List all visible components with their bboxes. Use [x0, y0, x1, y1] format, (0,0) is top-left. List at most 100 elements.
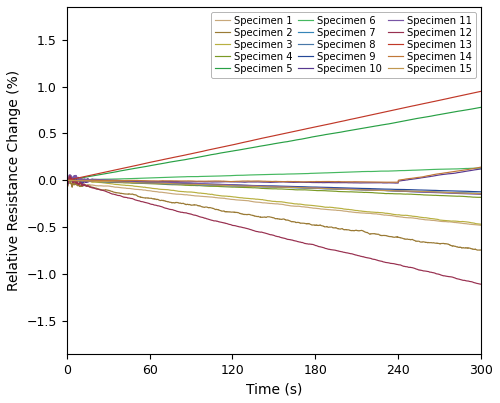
- Specimen 15: [426, 189, 432, 194]
- Specimen 8: [136, 180, 141, 185]
- Specimen 6: [478, 166, 484, 170]
- Specimen 1: [64, 178, 70, 183]
- Line: Specimen 5: Specimen 5: [66, 107, 481, 181]
- Specimen 13: [111, 168, 117, 172]
- Specimen 8: [64, 178, 70, 183]
- Specimen 12: [67, 173, 73, 178]
- Y-axis label: Relative Resistance Change (%): Relative Resistance Change (%): [7, 70, 21, 291]
- X-axis label: Time (s): Time (s): [246, 382, 302, 396]
- Specimen 8: [478, 191, 484, 196]
- Specimen 11: [67, 172, 73, 177]
- Specimen 5: [426, 114, 432, 119]
- Specimen 4: [222, 185, 228, 189]
- Specimen 12: [136, 198, 141, 203]
- Specimen 8: [111, 180, 117, 185]
- Specimen 10: [240, 180, 246, 185]
- Specimen 3: [478, 222, 484, 226]
- Specimen 7: [470, 191, 476, 196]
- Line: Specimen 11: Specimen 11: [66, 175, 481, 194]
- Line: Specimen 4: Specimen 4: [66, 181, 481, 197]
- Specimen 15: [136, 181, 141, 185]
- Specimen 7: [136, 180, 141, 185]
- Specimen 1: [136, 187, 141, 192]
- Specimen 12: [470, 280, 476, 285]
- Specimen 6: [136, 176, 141, 181]
- Specimen 14: [136, 178, 141, 183]
- Specimen 15: [470, 191, 476, 196]
- Line: Specimen 13: Specimen 13: [66, 91, 481, 181]
- Specimen 8: [426, 190, 432, 195]
- Line: Specimen 1: Specimen 1: [66, 178, 481, 225]
- Specimen 5: [136, 165, 141, 170]
- Specimen 9: [426, 188, 432, 193]
- Specimen 9: [64, 178, 70, 183]
- Specimen 2: [136, 194, 141, 199]
- Specimen 7: [222, 183, 228, 188]
- Specimen 10: [478, 166, 484, 171]
- Specimen 14: [111, 178, 117, 183]
- Specimen 11: [223, 182, 229, 187]
- Specimen 12: [111, 192, 117, 197]
- Specimen 3: [69, 175, 75, 180]
- Specimen 6: [240, 173, 246, 178]
- Specimen 5: [222, 150, 228, 155]
- Specimen 14: [392, 180, 398, 185]
- Specimen 15: [223, 183, 229, 188]
- Specimen 4: [470, 195, 476, 199]
- Specimen 2: [240, 212, 246, 217]
- Specimen 3: [223, 194, 229, 199]
- Line: Specimen 9: Specimen 9: [66, 181, 481, 192]
- Specimen 14: [426, 173, 432, 178]
- Specimen 14: [64, 178, 70, 183]
- Specimen 13: [136, 162, 141, 167]
- Specimen 11: [470, 191, 476, 196]
- Line: Specimen 7: Specimen 7: [66, 181, 481, 193]
- Specimen 6: [478, 166, 484, 170]
- Specimen 4: [136, 181, 141, 186]
- Specimen 5: [240, 147, 246, 152]
- Specimen 7: [426, 189, 432, 194]
- Line: Specimen 14: Specimen 14: [66, 167, 481, 182]
- Specimen 2: [478, 247, 484, 252]
- Specimen 1: [240, 198, 246, 203]
- Specimen 15: [111, 179, 117, 184]
- Specimen 14: [222, 179, 228, 184]
- Specimen 2: [426, 240, 432, 245]
- Line: Specimen 10: Specimen 10: [66, 169, 481, 184]
- Specimen 5: [64, 178, 70, 183]
- Specimen 10: [111, 179, 117, 184]
- Specimen 7: [64, 178, 70, 183]
- Specimen 9: [111, 179, 117, 184]
- Specimen 9: [478, 189, 484, 194]
- Specimen 13: [240, 140, 246, 145]
- Specimen 14: [240, 179, 246, 183]
- Specimen 10: [65, 182, 71, 187]
- Specimen 11: [64, 178, 70, 183]
- Specimen 1: [111, 185, 117, 189]
- Specimen 4: [476, 195, 482, 200]
- Line: Specimen 15: Specimen 15: [66, 181, 481, 194]
- Specimen 4: [111, 180, 117, 185]
- Specimen 7: [111, 179, 117, 184]
- Line: Specimen 8: Specimen 8: [66, 181, 481, 193]
- Specimen 4: [64, 178, 70, 183]
- Specimen 1: [478, 223, 484, 228]
- Specimen 15: [478, 191, 484, 196]
- Legend: Specimen 1, Specimen 2, Specimen 3, Specimen 4, Specimen 5, Specimen 6, Specimen: Specimen 1, Specimen 2, Specimen 3, Spec…: [210, 12, 476, 78]
- Specimen 6: [64, 178, 70, 183]
- Specimen 3: [136, 184, 141, 189]
- Specimen 6: [111, 177, 117, 181]
- Specimen 9: [470, 189, 476, 194]
- Specimen 8: [240, 184, 246, 189]
- Specimen 13: [222, 144, 228, 149]
- Specimen 1: [426, 218, 432, 222]
- Specimen 5: [478, 105, 484, 110]
- Specimen 9: [222, 182, 228, 187]
- Specimen 6: [222, 173, 228, 178]
- Specimen 2: [470, 247, 476, 251]
- Specimen 14: [478, 165, 484, 170]
- Specimen 9: [240, 183, 246, 188]
- Specimen 7: [478, 191, 484, 196]
- Specimen 15: [64, 178, 70, 183]
- Specimen 6: [426, 167, 432, 172]
